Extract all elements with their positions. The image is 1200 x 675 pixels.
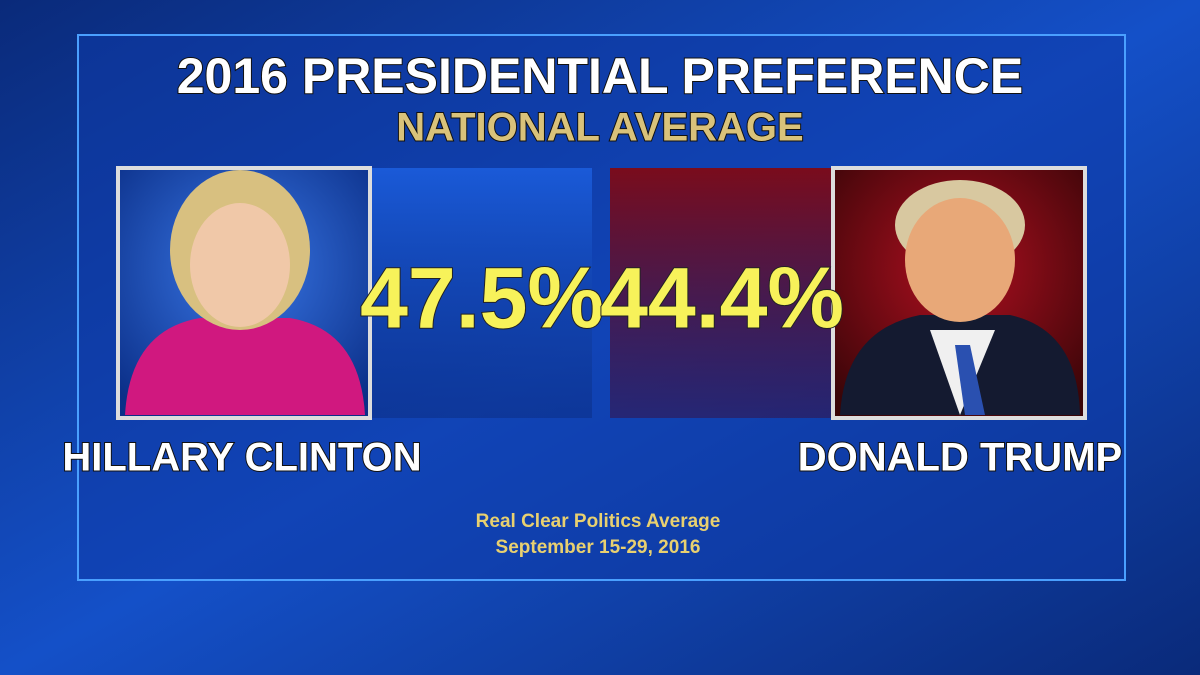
clinton-photo (116, 166, 372, 420)
source-line: Real Clear Politics Average (476, 511, 721, 532)
trump-value: 44.4% (600, 251, 844, 347)
clinton-name: HILLARY CLINTON (62, 436, 421, 480)
subtitle: NATIONAL AVERAGE (396, 106, 803, 150)
clinton-value: 47.5% (360, 251, 604, 347)
blue-band (370, 168, 592, 418)
trump-name: DONALD TRUMP (798, 436, 1122, 480)
title: 2016 PRESIDENTIAL PREFERENCE (177, 48, 1024, 104)
source-date: September 15-29, 2016 (496, 537, 701, 558)
trump-photo (831, 166, 1087, 420)
red-band (610, 168, 832, 418)
